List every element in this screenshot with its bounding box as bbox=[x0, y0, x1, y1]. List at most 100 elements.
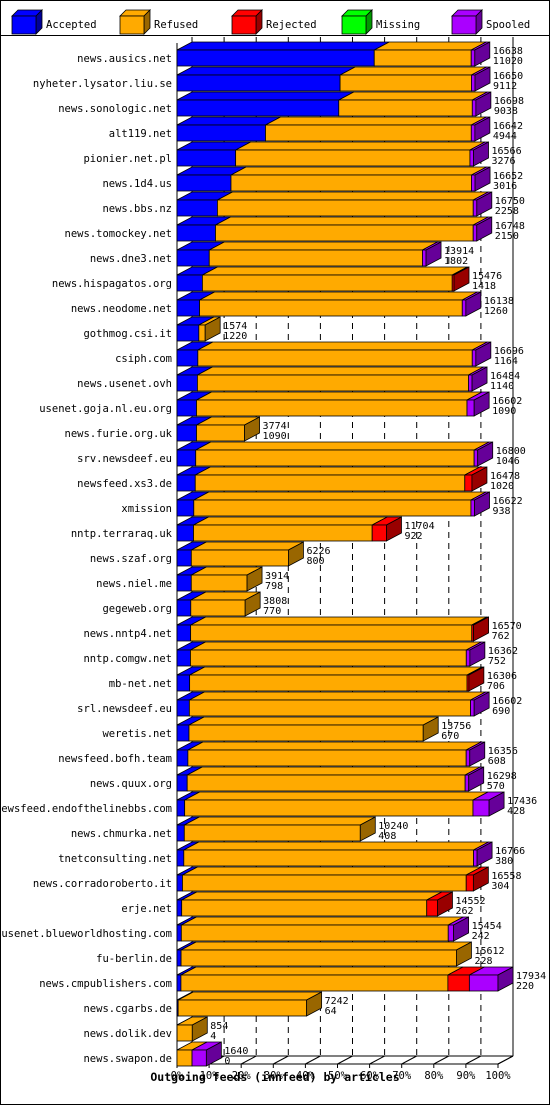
bar-row bbox=[176, 766, 485, 792]
value-accepted: 1046 bbox=[496, 456, 520, 467]
bar-segment-refused bbox=[199, 299, 463, 317]
bar-segment-accepted bbox=[176, 324, 200, 342]
bar-segment-refused bbox=[184, 799, 474, 817]
bar-segment-spooled bbox=[470, 49, 476, 67]
row-label: usenet.goja.nl.eu.org bbox=[39, 403, 172, 415]
value-total: 16602 bbox=[492, 696, 522, 707]
value-accepted: 1802 bbox=[444, 256, 468, 267]
bar-side bbox=[477, 441, 494, 467]
legend-swatch-missing bbox=[341, 15, 367, 35]
bar-segment-accepted bbox=[176, 99, 340, 117]
value-accepted: 242 bbox=[472, 931, 490, 942]
bar-row bbox=[176, 66, 491, 92]
bar-segment-spooled bbox=[470, 499, 475, 517]
bar-top-refused bbox=[182, 866, 482, 876]
bar-top-refused bbox=[189, 666, 483, 676]
bar-row bbox=[176, 791, 505, 817]
bar-segment-accepted bbox=[176, 74, 341, 92]
row-label: gegeweb.org bbox=[102, 603, 172, 615]
bar-top-refused bbox=[197, 366, 484, 376]
bar-segment-accepted bbox=[176, 199, 218, 217]
value-total: 16356 bbox=[488, 746, 518, 757]
bar-segment-refused bbox=[196, 399, 468, 417]
bar-row bbox=[176, 591, 261, 617]
value-total: 16638 bbox=[493, 46, 523, 57]
bar-row bbox=[176, 91, 492, 117]
bar-segment-accepted bbox=[176, 924, 182, 942]
row-label: news.niel.me bbox=[96, 578, 172, 590]
bar-segment-refused bbox=[180, 924, 449, 942]
x-tick-label: 100% bbox=[485, 1070, 511, 1082]
bar-segment-refused bbox=[176, 1049, 193, 1067]
bar-top-refused bbox=[181, 916, 464, 926]
x-tick-label: 10% bbox=[200, 1070, 220, 1082]
value-accepted: 800 bbox=[306, 556, 324, 567]
row-label: news.bbs.nz bbox=[102, 203, 172, 215]
bar-top-refused bbox=[181, 891, 442, 901]
value-total: 16362 bbox=[488, 646, 518, 657]
bar-segment-refused bbox=[190, 624, 473, 642]
row-label: weretis.net bbox=[102, 728, 172, 740]
bar-segment-spooled bbox=[447, 924, 455, 942]
bar-segment-accepted bbox=[176, 374, 198, 392]
row-label: news.ausics.net bbox=[77, 53, 172, 65]
bar-segment-accepted bbox=[176, 949, 182, 967]
bar-segment-refused bbox=[197, 374, 469, 392]
bar-top-refused bbox=[195, 441, 490, 451]
value-accepted: 1260 bbox=[484, 306, 508, 317]
bar-segment-rejected bbox=[426, 899, 438, 917]
bar-side bbox=[469, 641, 486, 667]
bar-row bbox=[176, 441, 494, 467]
bar-top-refused bbox=[180, 966, 464, 976]
bar-side bbox=[476, 841, 493, 867]
legend-item-missing bbox=[341, 9, 373, 35]
bar-row bbox=[176, 216, 493, 242]
bar-segment-spooled bbox=[473, 449, 479, 467]
value-accepted: 1220 bbox=[223, 331, 247, 342]
value-total: 17436 bbox=[507, 796, 537, 807]
value-total: 16650 bbox=[493, 71, 523, 82]
value-total: 16602 bbox=[492, 396, 522, 407]
value-accepted: 1164 bbox=[494, 356, 518, 367]
bar-side bbox=[474, 166, 491, 192]
bar-segment-accepted bbox=[176, 299, 200, 317]
bar-row bbox=[176, 616, 489, 642]
value-accepted: 3016 bbox=[493, 181, 517, 192]
x-tick-label: 50% bbox=[328, 1070, 348, 1082]
bar-side bbox=[204, 316, 221, 342]
row-label: news.tomockey.net bbox=[65, 228, 172, 240]
value-total: 854 bbox=[210, 1021, 228, 1032]
bar-top-refused bbox=[339, 66, 487, 76]
bar-side bbox=[465, 291, 482, 317]
bar-side bbox=[425, 241, 442, 267]
bar-segment-accepted bbox=[176, 499, 195, 517]
row-label: nyheter.lysator.liu.se bbox=[33, 78, 172, 90]
row-label: news.swapon.de bbox=[83, 1053, 172, 1065]
bar-side bbox=[386, 516, 402, 542]
row-label: fu-berlin.de bbox=[96, 953, 172, 965]
bar-segment-refused bbox=[176, 1024, 193, 1042]
bar-segment-refused bbox=[193, 524, 373, 542]
value-total: 13914 bbox=[444, 246, 474, 257]
bar-row bbox=[176, 416, 260, 442]
bar-side bbox=[288, 541, 304, 567]
floor-tick bbox=[273, 1055, 289, 1065]
value-accepted: 380 bbox=[495, 856, 513, 867]
value-accepted: 262 bbox=[455, 906, 473, 917]
value-accepted: 11020 bbox=[493, 56, 523, 67]
value-accepted: 304 bbox=[491, 881, 509, 892]
bar-segment-refused bbox=[188, 699, 471, 717]
bar-top-refused bbox=[195, 466, 480, 476]
value-accepted: 4 bbox=[210, 1031, 216, 1042]
bar-row bbox=[176, 891, 453, 917]
legend-swatch-accepted bbox=[11, 15, 37, 35]
bar-segment-refused bbox=[193, 499, 472, 517]
bar-side bbox=[244, 591, 261, 617]
bar-segment-spooled bbox=[470, 124, 476, 142]
row-label: xmission bbox=[121, 503, 172, 515]
bar-row bbox=[176, 691, 490, 717]
value-total: 6226 bbox=[306, 546, 330, 557]
row-label: newsfeed.bofh.team bbox=[58, 753, 172, 765]
bar-segment-refused bbox=[265, 124, 472, 142]
